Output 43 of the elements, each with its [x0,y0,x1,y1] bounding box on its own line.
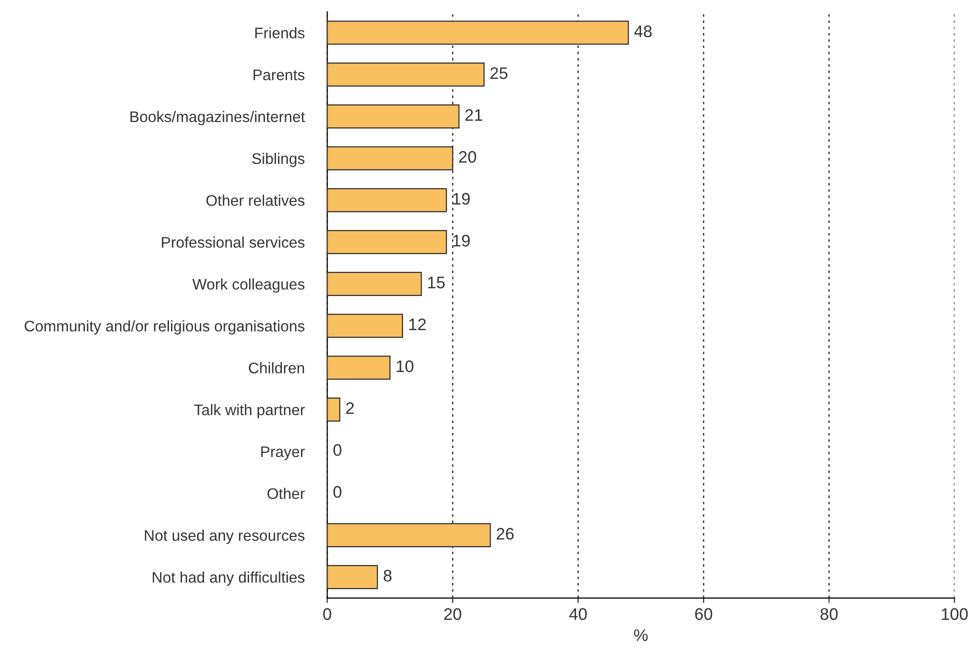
data-label: 20 [459,151,476,163]
data-label: 8 [384,570,392,582]
data-label: 48 [634,25,652,38]
bar [327,272,422,296]
x-tick-label: 0 [323,608,332,620]
x-tick-label: 60 [695,608,712,620]
bar [327,188,447,212]
bar [327,230,447,254]
bar [327,314,404,338]
data-label: 19 [453,234,470,247]
y-tick-label: Other [268,488,305,500]
y-tick-label: Parents [254,70,304,80]
bar [327,565,378,590]
y-tick-label: Children [248,362,304,374]
x-tick-label: 40 [569,608,587,620]
data-label: 26 [496,528,514,540]
y-tick-label: Professional services [162,236,304,248]
x-axis-title: % [634,629,648,642]
y-tick-label: Prayer [261,446,305,460]
y-tick-label: Books/magazines/internet [130,110,305,126]
data-label: 0 [333,486,342,498]
data-label: 25 [490,67,508,80]
data-label: 12 [409,318,426,330]
x-tick-label: 100 [942,608,968,620]
bar [327,356,391,380]
data-label: 19 [453,192,470,205]
y-tick-label: Friends [255,27,304,38]
y-tick-label: Not used any resources [144,530,304,544]
y-tick-label: Not had any difficulties [152,572,304,586]
bar [327,62,485,87]
bar [327,398,340,422]
y-tick-label: Talk with partner [194,404,305,418]
data-label: 15 [428,276,445,288]
y-tick-label: Other relatives [206,194,304,206]
x-tick-label: 20 [444,608,462,620]
data-label: 2 [346,402,354,414]
data-label: 0 [333,444,342,456]
data-label: 10 [396,360,414,372]
y-tick-label: Work colleagues [192,278,304,293]
data-label: 21 [465,109,482,121]
y-tick-label: Community and/or religious organisations [24,320,304,335]
y-tick-label: Siblings [252,152,304,168]
x-tick-label: 80 [820,608,838,620]
